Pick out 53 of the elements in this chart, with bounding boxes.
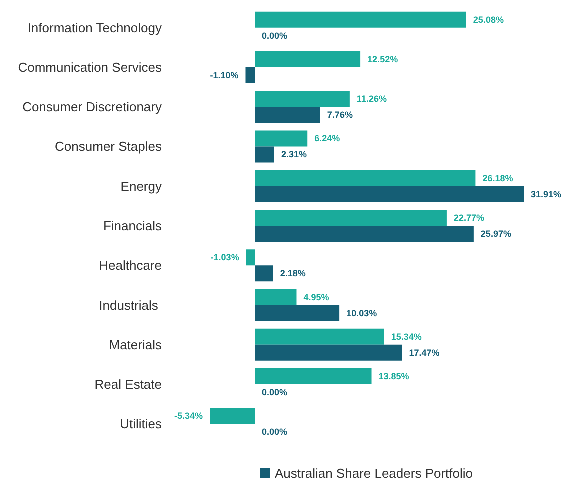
bar [255, 328, 384, 345]
y-tick-label: Financials [103, 218, 162, 234]
y-tick-label: Energy [120, 178, 162, 194]
data-label: -1.03% [210, 252, 240, 263]
data-label: 0.00% [262, 388, 288, 398]
bar [255, 368, 372, 385]
data-label: 6.24% [314, 134, 340, 144]
bar [255, 226, 474, 242]
bar [255, 266, 274, 282]
bar [255, 344, 402, 361]
data-label: 0.00% [262, 30, 288, 41]
bar [246, 250, 256, 266]
bar [255, 170, 476, 186]
data-label: 12.52% [368, 54, 398, 64]
data-label: 7.76% [327, 110, 353, 120]
data-label: 31.91% [531, 189, 562, 200]
data-label: 4.95% [304, 292, 330, 302]
data-label: 2.31% [281, 150, 308, 160]
legend-label: Australian Share Leaders Portfolio [275, 466, 474, 481]
bar [255, 51, 361, 68]
data-label: 0.00% [262, 427, 288, 438]
data-label: 10.03% [346, 308, 378, 318]
bar [210, 408, 256, 424]
bar [255, 210, 447, 226]
bar [255, 146, 274, 163]
data-label: 2.18% [280, 268, 306, 279]
y-tick-label: Utilities [120, 416, 162, 432]
bar [255, 91, 350, 108]
y-tick-label: Consumer Staples [55, 139, 162, 154]
y-tick-label: Real Estate [94, 377, 162, 392]
y-tick-label: Consumer Discretionary [22, 100, 162, 115]
bar [255, 12, 466, 28]
y-tick-label: Materials [109, 337, 162, 352]
y-tick-label: Communication Services [18, 60, 162, 75]
bar [255, 305, 340, 322]
data-label: 15.34% [391, 332, 422, 342]
bar [255, 130, 308, 147]
y-tick-label: Information Technology [28, 20, 162, 36]
data-label: -1.10% [210, 70, 239, 80]
bar [255, 186, 524, 202]
data-label: 25.97% [480, 229, 512, 239]
data-label: 11.26% [356, 94, 387, 104]
bar [255, 107, 320, 124]
data-label: 22.77% [454, 213, 484, 223]
y-tick-label: Industrials [99, 298, 162, 313]
data-label: 17.47% [409, 348, 440, 358]
data-label: 25.08% [473, 14, 504, 25]
bar [246, 67, 256, 84]
data-label: 26.18% [482, 173, 514, 184]
data-label: 13.85% [378, 372, 410, 382]
y-tick-label: Healthcare [99, 258, 162, 274]
data-label: -5.34% [174, 411, 203, 422]
bar [255, 289, 297, 306]
